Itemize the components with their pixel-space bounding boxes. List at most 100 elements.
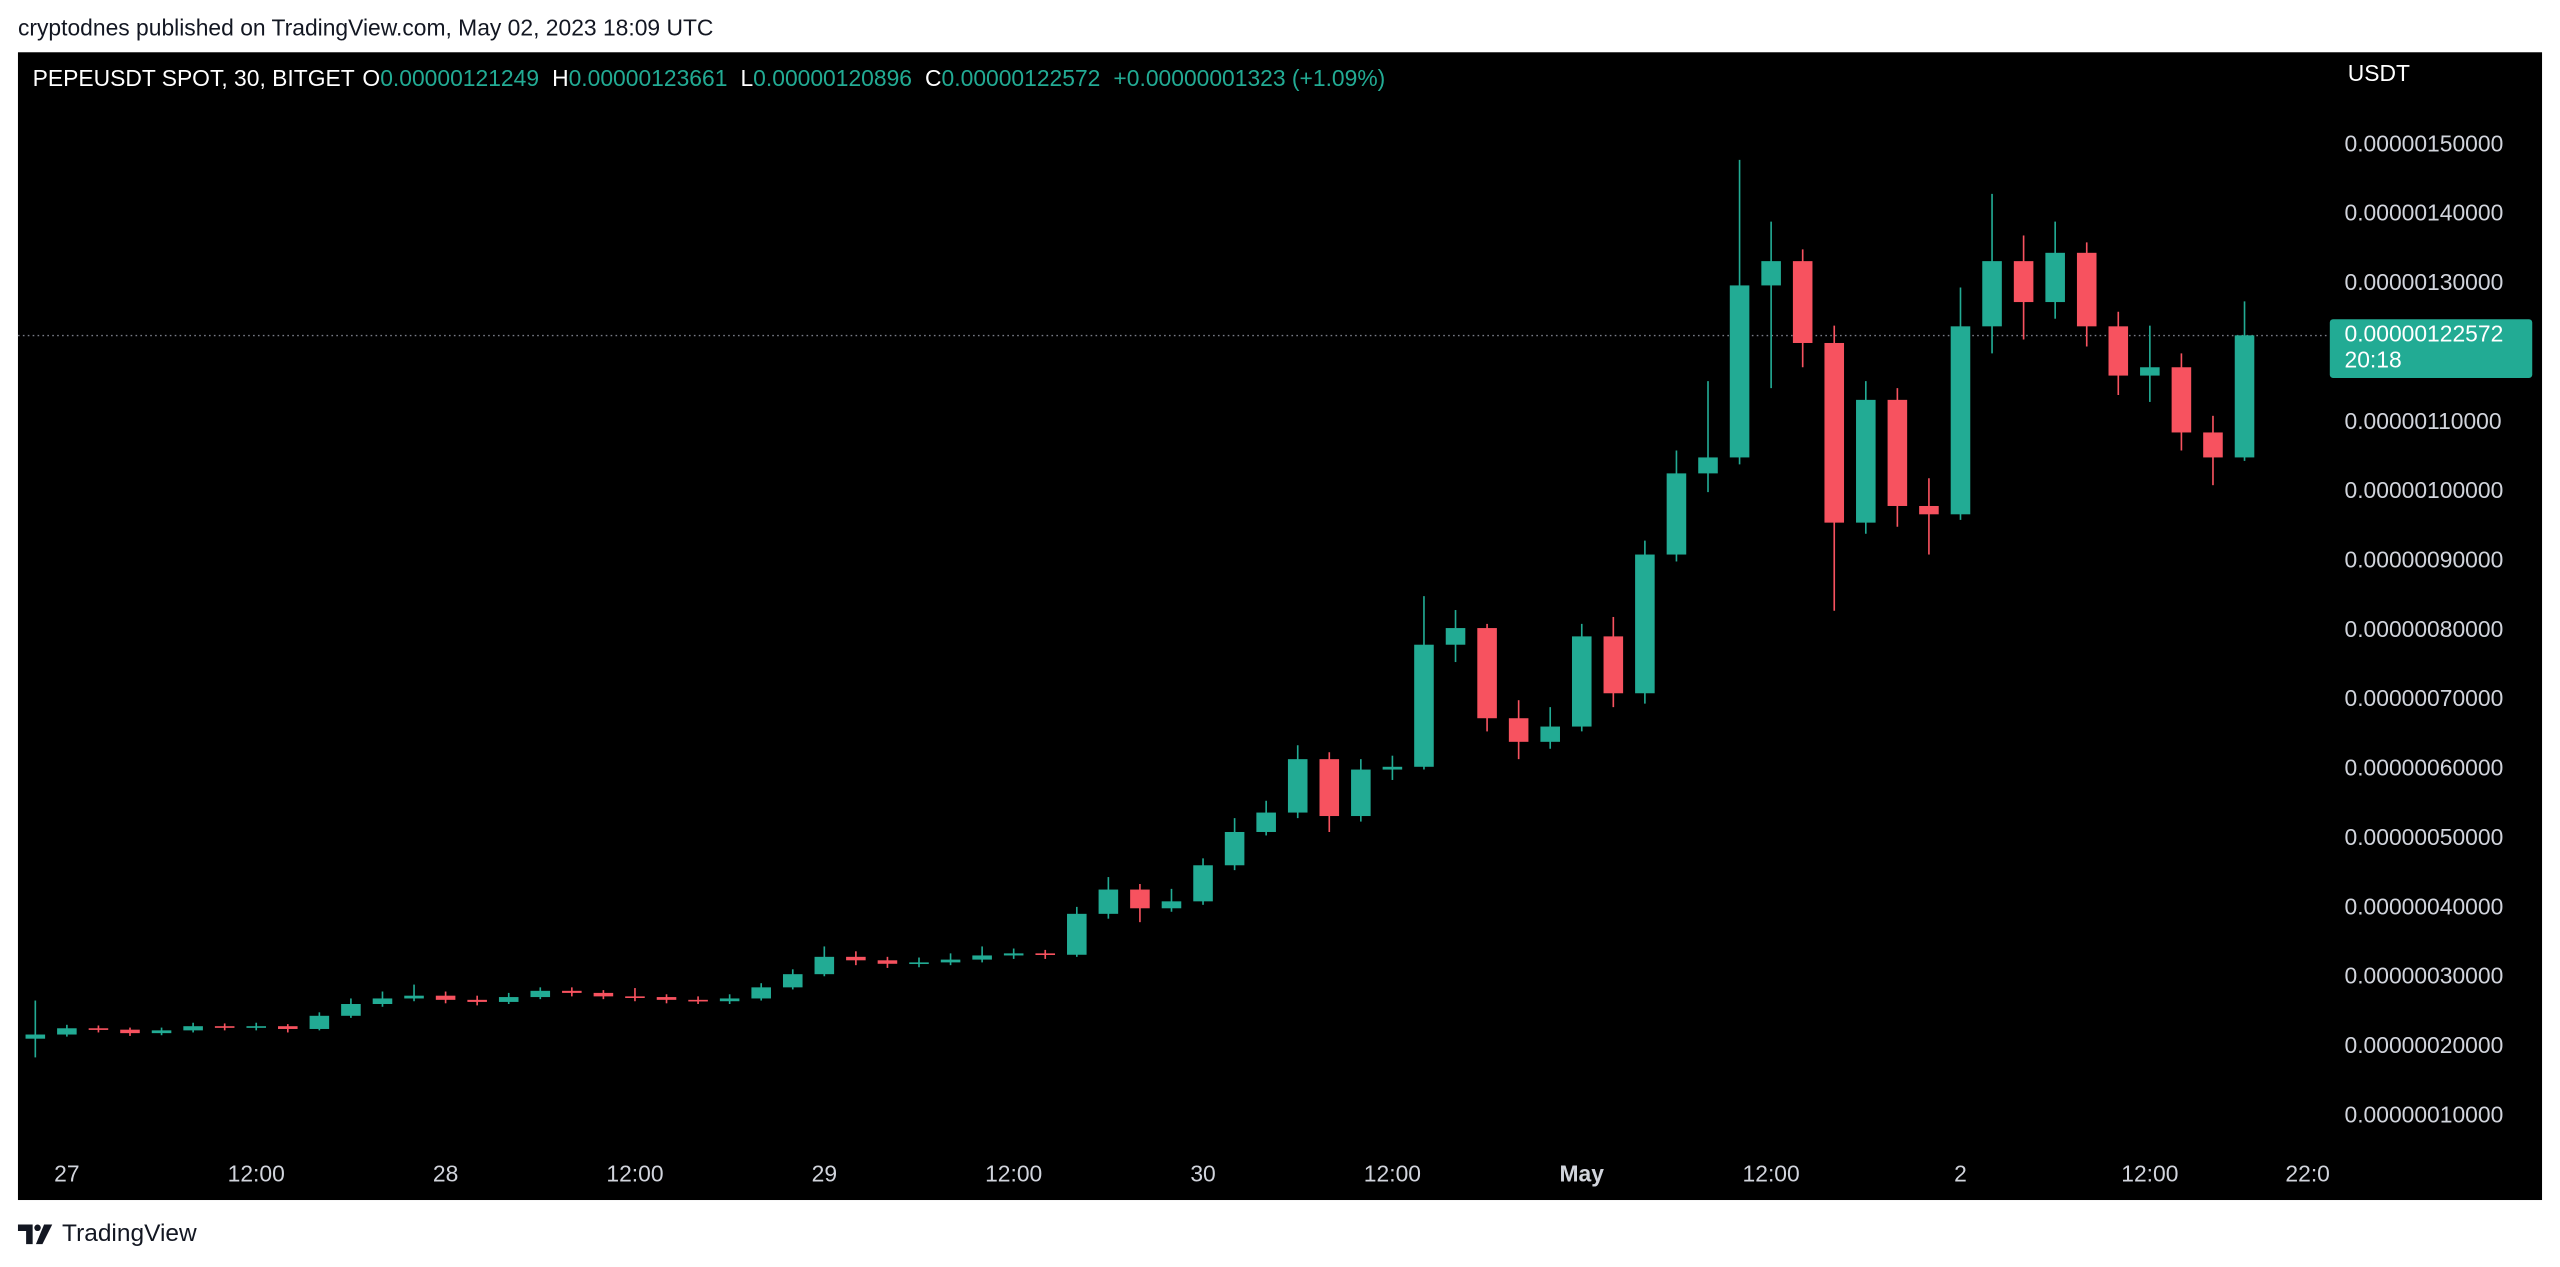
candle-body xyxy=(688,999,708,1002)
candle-body xyxy=(1351,769,1371,817)
y-tick-label: 0.00000040000 xyxy=(2344,893,2503,919)
candle-body xyxy=(2140,367,2160,376)
candle-body xyxy=(909,962,929,965)
candle-body xyxy=(782,974,803,988)
candle-body xyxy=(1856,399,1876,523)
brand: TradingView xyxy=(62,1220,197,1247)
x-tick-label: 22:0 xyxy=(2285,1161,2329,1187)
x-tick-label: May xyxy=(1560,1161,1605,1187)
y-tick-label: 0.00000070000 xyxy=(2344,685,2503,711)
ohlc-key: C xyxy=(925,65,942,91)
y-tick-label: 0.00000010000 xyxy=(2344,1101,2503,1127)
candle-body xyxy=(435,995,456,1000)
y-tick-label: 0.00000030000 xyxy=(2344,963,2503,989)
candle-body xyxy=(562,990,582,993)
candle-body xyxy=(940,959,961,963)
candle-body xyxy=(1919,505,1939,515)
candle-body xyxy=(214,1026,235,1028)
candle-body xyxy=(1256,812,1276,832)
ohlc-key: H xyxy=(552,65,569,91)
y-tick-label: 0.00000110000 xyxy=(2344,408,2501,434)
candle-body xyxy=(1666,473,1687,555)
y-tick-label: 0.00000060000 xyxy=(2344,755,2503,781)
candle-body xyxy=(1035,953,1056,956)
x-tick-label: 29 xyxy=(812,1161,837,1187)
candle-body xyxy=(2108,326,2129,376)
candle-body xyxy=(846,956,866,961)
candle-body xyxy=(625,996,645,999)
candle-body xyxy=(1067,913,1087,955)
candle-body xyxy=(88,1028,109,1030)
symbol: PEPEUSDT SPOT, 30, BITGET xyxy=(33,65,355,91)
x-tick-label: 12:00 xyxy=(228,1161,285,1187)
candle-body xyxy=(1445,628,1466,645)
y-tick-label: 0.00000090000 xyxy=(2344,547,2503,573)
chart-area xyxy=(17,52,2543,1201)
candle-body xyxy=(1792,261,1813,343)
x-tick-label: 2 xyxy=(1954,1161,1967,1187)
candle-body xyxy=(1635,554,1655,694)
ohlc-key: O xyxy=(362,65,380,91)
y-tick-label: 0.00000080000 xyxy=(2344,616,2503,642)
y-tick-label: 0.00000100000 xyxy=(2344,477,2503,503)
currency: USDT xyxy=(2348,60,2410,86)
candle-body xyxy=(1571,636,1592,727)
candle-body xyxy=(151,1030,172,1034)
ohlc-value: 0.00000123661 xyxy=(569,65,728,91)
attribution: cryptodnes published on TradingView.com,… xyxy=(18,14,713,40)
candle-body xyxy=(1193,865,1213,902)
ohlc-header: O0.00000121249 H0.00000123661 L0.000001208… xyxy=(362,65,1385,91)
candle-body xyxy=(751,987,771,999)
candle-body xyxy=(719,998,740,1002)
candle-body xyxy=(1540,726,1560,742)
candle-body xyxy=(246,1026,267,1028)
candle-body xyxy=(593,992,614,997)
candle-body xyxy=(1224,831,1245,866)
candle-body xyxy=(2171,367,2192,433)
x-tick-label: 28 xyxy=(433,1161,458,1187)
ohlc-value: 0.00000122572 xyxy=(942,65,1101,91)
candle-body xyxy=(1130,889,1150,909)
candle-body xyxy=(972,955,992,960)
y-tick-label: 0.00000140000 xyxy=(2344,200,2503,226)
ohlc-value: 0.00000120896 xyxy=(753,65,912,91)
candle-body xyxy=(656,997,677,1000)
candle-body xyxy=(1319,759,1340,817)
candle-body xyxy=(530,990,551,998)
candle-body xyxy=(120,1029,140,1034)
candle-body xyxy=(1761,261,1781,286)
candle-body xyxy=(877,960,898,964)
candle-body xyxy=(372,998,393,1005)
x-tick-label: 12:00 xyxy=(1364,1161,1421,1187)
candle-body xyxy=(2045,252,2065,303)
countdown: 20:18 xyxy=(2344,347,2401,373)
candle-body xyxy=(1287,759,1308,813)
change: +0.00000001323 (+1.09%) xyxy=(1113,65,1385,91)
candle-body xyxy=(1382,766,1403,770)
candle-body xyxy=(278,1026,298,1029)
candle-body xyxy=(309,1015,330,1029)
y-tick-label: 0.00000020000 xyxy=(2344,1032,2503,1058)
candle-body xyxy=(1824,342,1845,523)
x-tick-label: 12:00 xyxy=(1743,1161,1800,1187)
last-price-badge xyxy=(2329,319,2533,378)
candle-body xyxy=(2234,335,2255,458)
candle-body xyxy=(1729,285,1750,458)
candle-body xyxy=(1003,953,1024,956)
x-tick-label: 30 xyxy=(1190,1161,1215,1187)
y-tick-label: 0.00000050000 xyxy=(2344,824,2503,850)
candle-body xyxy=(1098,889,1119,914)
candle-body xyxy=(1603,636,1624,694)
candle-body xyxy=(1477,628,1497,719)
y-tick-label: 0.00000130000 xyxy=(2344,269,2503,295)
candle-body xyxy=(25,1034,46,1039)
x-tick-label: 12:00 xyxy=(2121,1161,2178,1187)
candle-body xyxy=(498,997,519,1002)
candle-body xyxy=(1982,261,2002,327)
candle-body xyxy=(2076,252,2097,327)
candle-body xyxy=(1950,326,1971,515)
x-tick-label: 12:00 xyxy=(606,1161,663,1187)
ohlc-value: 0.00000121249 xyxy=(380,65,539,91)
ohlc-key: L xyxy=(740,65,753,91)
candle-body xyxy=(1508,718,1529,742)
